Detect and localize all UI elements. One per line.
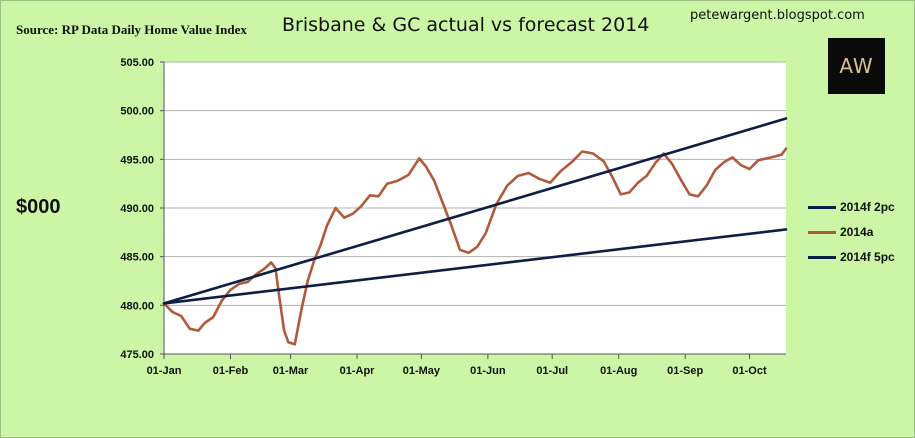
y-tick-label: 475.00 (120, 349, 154, 361)
legend-label: 2014f 2pc (840, 200, 895, 214)
aw-logo: AW (828, 38, 885, 94)
x-tick-label: 01-Oct (732, 365, 767, 377)
x-tick-label: 01-Aug (600, 365, 637, 377)
series-line-forecast-5pc (162, 117, 788, 305)
legend-item: 2014f 5pc (808, 250, 895, 264)
x-tick-label: 01-Jul (536, 365, 568, 377)
y-tick-label: 495.00 (120, 154, 154, 166)
legend-label: 2014f 5pc (840, 250, 895, 264)
legend-swatch (808, 205, 836, 209)
y-tick-label: 505.00 (120, 57, 154, 69)
y-tick-label: 500.00 (120, 106, 154, 118)
y-tick-label: 490.00 (120, 203, 154, 215)
chart-title: Brisbane & GC actual vs forecast 2014 (282, 14, 650, 36)
series-line-actual (162, 147, 788, 346)
legend-label: 2014a (840, 225, 874, 239)
x-tick-label: 01-Apr (340, 365, 376, 377)
logo-text: AW (839, 54, 874, 78)
x-tick-label: 01-Sep (667, 365, 703, 377)
legend-swatch (808, 230, 836, 234)
legend-item: 2014a (808, 225, 873, 239)
x-tick-label: 01-Jan (147, 365, 182, 377)
x-tick-label: 01-Feb (213, 365, 249, 377)
legend-swatch (808, 255, 836, 259)
x-tick-label: 01-Mar (273, 365, 309, 377)
source-note: Source: RP Data Daily Home Value Index (16, 22, 247, 37)
legend-item: 2014f 2pc (808, 200, 895, 214)
series-line-forecast-2pc (162, 228, 788, 305)
blog-url: petewargent.blogspot.com (690, 8, 865, 23)
y-tick-label: 485.00 (120, 252, 154, 264)
x-tick-label: 01-Jun (470, 365, 506, 377)
y-tick-label: 480.00 (120, 300, 154, 312)
x-tick-label: 01-May (403, 365, 441, 377)
y-axis-unit-label: $000 (16, 196, 61, 218)
